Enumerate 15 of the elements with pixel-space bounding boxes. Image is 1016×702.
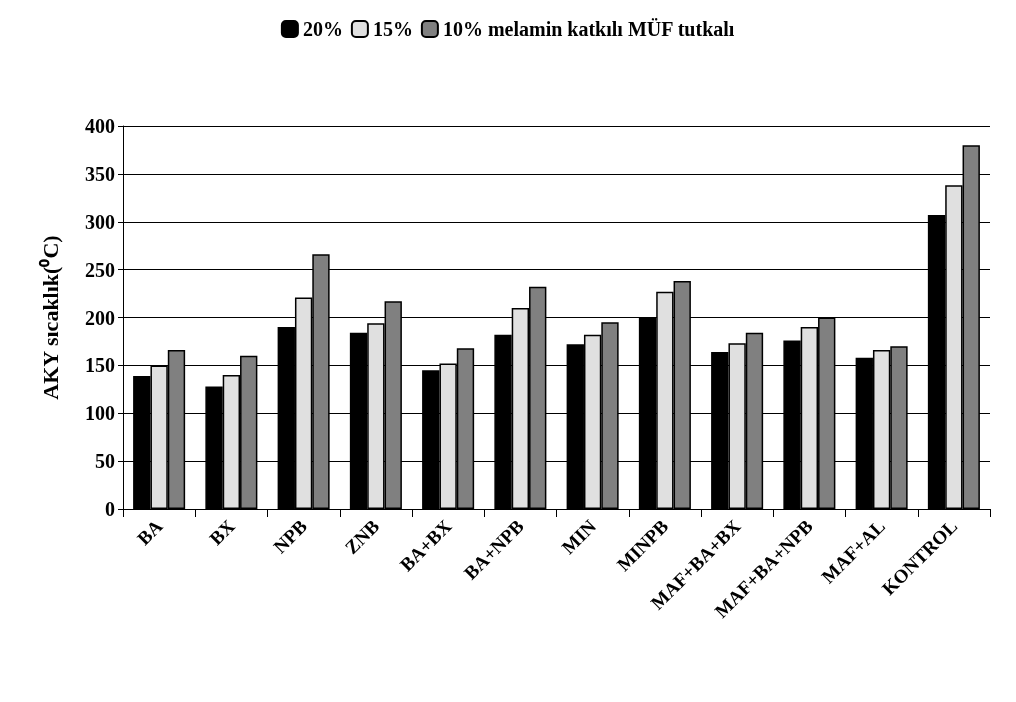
legend-label: 10% melamin katkılı MÜF tutkalı xyxy=(442,18,735,40)
x-tick-label: BA xyxy=(133,515,167,550)
y-tick-label: 300 xyxy=(85,210,115,233)
y-tick-label: 100 xyxy=(85,402,115,425)
y-axis-title: AKY sıcaklık(⁰C) xyxy=(37,235,63,400)
legend-label: 20% xyxy=(302,18,343,40)
legend-label: 15% xyxy=(372,18,413,40)
y-tick-label: 50 xyxy=(95,450,115,473)
y-tick-label: 200 xyxy=(85,306,115,329)
y-tick-label: 350 xyxy=(85,162,115,185)
y-tick-label: 400 xyxy=(85,115,115,137)
x-tick-label: BX xyxy=(205,515,239,550)
y-tick-label: 250 xyxy=(85,258,115,281)
y-tick-label: 150 xyxy=(85,354,115,377)
y-tick-label: 0 xyxy=(105,498,115,520)
